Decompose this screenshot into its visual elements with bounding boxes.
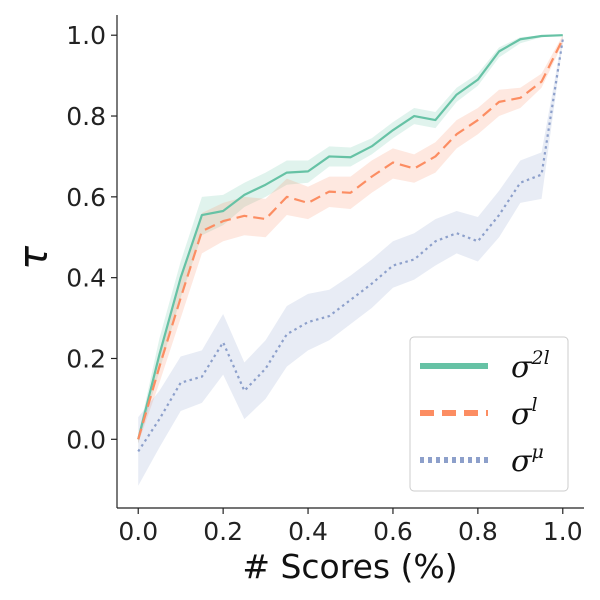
legend-label-2: σμ (511, 441, 544, 479)
y-tick-label: 0.0 (66, 425, 106, 454)
series-line-0 (137, 34, 563, 440)
y-tick-label: 0.8 (66, 102, 106, 131)
x-axis-ticks: 0.0 0.2 0.4 0.6 0.8 1.0 (118, 508, 583, 546)
legend-label-1: σl (511, 394, 538, 432)
confidence-band-1 (138, 35, 563, 444)
legend-box (409, 336, 569, 492)
legend: σ2l σl σμ (409, 336, 569, 492)
x-tick-label: 1.0 (543, 517, 583, 546)
x-axis-label: # Scores (%) (242, 547, 457, 586)
confidence-bands (138, 35, 563, 486)
confidence-band-2 (138, 35, 563, 486)
x-tick-label: 0.4 (288, 517, 328, 546)
y-axis-ticks: 0.0 0.2 0.4 0.6 0.8 1.0 (66, 21, 117, 454)
y-tick-label: 0.6 (66, 183, 106, 212)
x-tick-label: 0.8 (458, 517, 498, 546)
x-tick-label: 0.6 (373, 517, 413, 546)
y-tick-label: 0.2 (66, 344, 106, 373)
y-tick-label: 0.4 (66, 264, 106, 293)
series-line-2 (137, 39, 564, 453)
x-tick-label: 0.2 (203, 517, 243, 546)
legend-label-0: σ2l (511, 347, 550, 385)
x-tick-label: 0.0 (118, 517, 158, 546)
series-lines (137, 34, 564, 453)
series-line-1 (137, 38, 564, 440)
y-tick-label: 1.0 (66, 21, 106, 50)
y-axis-label: τ (11, 245, 57, 270)
